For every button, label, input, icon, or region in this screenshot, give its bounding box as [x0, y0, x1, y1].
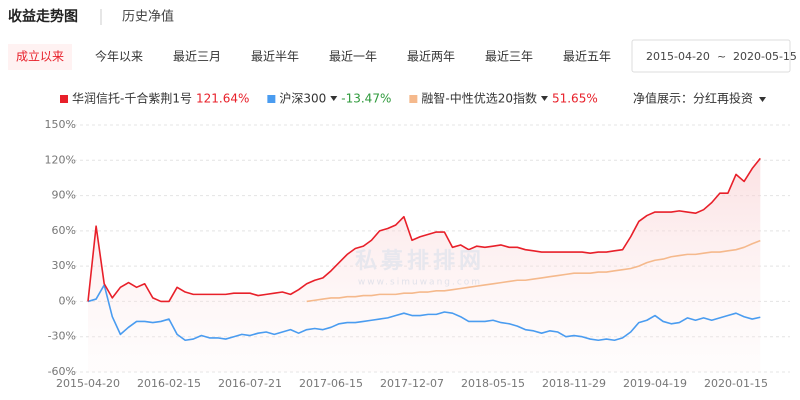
y-tick-label: 150% [45, 118, 76, 131]
period-button[interactable]: 最近半年 [251, 50, 299, 64]
period-button[interactable]: 今年以来 [95, 49, 143, 64]
period-button[interactable]: 最近两年 [407, 50, 455, 64]
x-tick-label: 2018-05-15 [461, 377, 525, 390]
y-tick-label: -60% [48, 365, 76, 378]
y-tick-label: 30% [52, 259, 76, 272]
x-tick-label: 2018-11-29 [542, 377, 606, 390]
legend-label[interactable]: 华润信托-千合紫荆1号 [72, 91, 192, 106]
plot: -60% -30% 0% 30% 60% 90% 120% 150% 2015-04-20 201… [45, 118, 790, 390]
tab[interactable]: 历史净值 [122, 9, 174, 25]
x-tick-label: 2016-02-15 [137, 377, 201, 390]
period-button[interactable]: 成立以来 [16, 49, 64, 64]
watermark-url: www.simuwang.com [358, 278, 482, 288]
y-tick-label: 0% [59, 294, 76, 307]
period-button-bg[interactable] [8, 44, 72, 70]
date-separator: ~ [717, 50, 726, 63]
area-fill [88, 158, 761, 372]
legend: 华润信托-千合紫荆1号 121.64% 沪深300 -13.47% 融智-中性优选20指… [60, 91, 598, 106]
legend-label[interactable]: 沪深300 [279, 92, 326, 106]
legend-swatch[interactable] [60, 95, 68, 103]
series-line [87, 284, 761, 342]
x-tick-label: 2017-06-15 [299, 377, 363, 390]
series-line [87, 157, 761, 303]
display-option[interactable]: 净值展示：分红再投资 [633, 91, 753, 106]
watermark: 私募排排网 [355, 249, 485, 274]
date-range-box[interactable] [631, 39, 791, 73]
dropdown-arrow[interactable] [330, 96, 338, 101]
legend-change: 51.65% [552, 92, 598, 106]
series-line [306, 239, 761, 303]
y-tick-label: 120% [45, 153, 76, 166]
y-tick-label: 60% [52, 224, 76, 237]
y-tick-label: -30% [48, 330, 76, 343]
period-button[interactable]: 最近五年 [563, 50, 611, 64]
period-button[interactable]: 最近三年 [485, 50, 533, 64]
dropdown-arrow[interactable] [759, 97, 767, 102]
x-tick-label: 2016-07-21 [218, 377, 282, 390]
legend-swatch[interactable] [409, 95, 418, 103]
legend-change: -13.47% [341, 92, 391, 106]
y-tick-label: 90% [52, 189, 76, 202]
period-button[interactable]: 最近一年 [329, 50, 377, 64]
period-buttons: 成立以来 今年以来 最近三月 最近半年 最近一年 最近两年 最近三年 最近五年 [8, 44, 611, 70]
x-tick-label: 2020-01-15 [704, 377, 768, 390]
date-end[interactable]: 2020-05-15 [733, 50, 797, 63]
legend-change: 121.64% [196, 92, 249, 106]
panel-title: 收益走势图 [8, 8, 78, 25]
date-start[interactable]: 2015-04-20 [646, 50, 710, 63]
x-tick-label: 2019-04-19 [623, 377, 687, 390]
x-tick-label: 2017-12-07 [380, 377, 444, 390]
legend-label[interactable]: 融智-中性优选20指数 [421, 91, 537, 106]
dropdown-arrow[interactable] [540, 96, 548, 101]
x-tick-label: 2015-04-20 [56, 377, 120, 390]
period-button[interactable]: 最近三月 [173, 50, 221, 64]
legend-swatch[interactable] [267, 95, 276, 103]
